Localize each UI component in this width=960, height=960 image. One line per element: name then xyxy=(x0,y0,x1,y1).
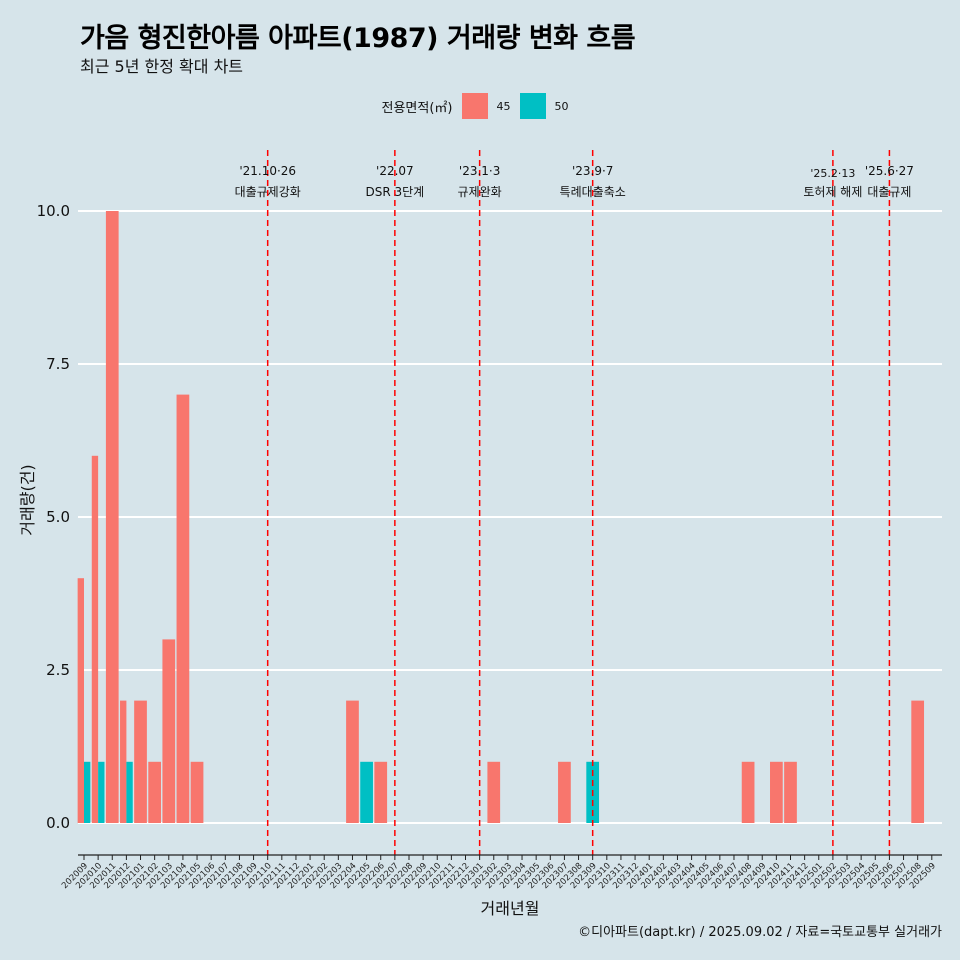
bar-45-202103 xyxy=(162,639,176,823)
bar-45-202411 xyxy=(784,761,797,823)
event-date-label: '23.1·3 xyxy=(459,164,500,178)
bar-45-202104 xyxy=(176,394,190,823)
y-tick-label: 10.0 xyxy=(37,202,70,220)
legend: 전용면적(㎡) 45 50 xyxy=(0,93,960,119)
y-tick-label: 5.0 xyxy=(46,508,70,526)
bar-45-202101 xyxy=(134,700,147,823)
bar-45-202204 xyxy=(346,700,359,823)
source-caption: ©디아파트(dapt.kr) / 2025.09.02 / 자료=국토교통부 실… xyxy=(578,925,942,940)
x-axis-title: 거래년월 xyxy=(481,899,540,918)
event-desc-label: 대출규제 xyxy=(867,185,911,199)
event-desc-label: 특례대출축소 xyxy=(560,185,626,199)
event-desc-label: DSR 3단계 xyxy=(365,185,424,199)
bar-45-202508 xyxy=(911,700,925,823)
bar-45-202010 xyxy=(91,455,99,823)
bar-45-202009 xyxy=(77,578,84,823)
bar-45-202408 xyxy=(741,761,755,823)
bar-45-202102 xyxy=(148,761,162,823)
bar-45-202206 xyxy=(374,761,388,823)
event-date-label: '21.10·26 xyxy=(239,164,296,178)
bar-45-202105 xyxy=(190,761,204,823)
bar-50-202012 xyxy=(126,761,133,823)
event-desc-label: 규제완화 xyxy=(458,185,502,199)
chart-title: 가음 형진한아름 아파트(1987) 거래량 변화 흐름 xyxy=(80,23,636,54)
bar-45-202012 xyxy=(120,700,127,823)
bar-50-202009 xyxy=(84,761,91,823)
event-date-label: '23.9·7 xyxy=(572,164,613,178)
chart-subtitle: 최근 5년 한정 확대 차트 xyxy=(80,57,244,76)
legend-label-45: 45 xyxy=(496,99,511,113)
bar-50-202010 xyxy=(98,761,105,823)
event-date-label: '22.07 xyxy=(376,164,414,178)
event-date-label: '25.6·27 xyxy=(865,164,914,178)
y-axis-title: 거래량(건) xyxy=(18,464,37,535)
bar-45-202011 xyxy=(105,211,119,823)
legend-title: 전용면적(㎡) xyxy=(381,100,453,116)
legend-swatch-50 xyxy=(520,93,547,119)
y-tick-label: 7.5 xyxy=(46,355,70,373)
event-desc-label: 대출규제강화 xyxy=(235,185,301,199)
bar-50-202205 xyxy=(360,761,373,823)
legend-label-50: 50 xyxy=(554,99,569,113)
event-desc-label: 토허제 해제 xyxy=(803,185,862,199)
y-tick-label: 2.5 xyxy=(46,661,70,679)
y-tick-label: 0.0 xyxy=(46,814,70,832)
event-date-label: '25.2·13 xyxy=(810,167,855,180)
legend-swatch-45 xyxy=(462,93,489,119)
bar-45-202302 xyxy=(487,761,501,823)
bar-45-202410 xyxy=(770,761,783,823)
bar-45-202307 xyxy=(558,761,571,823)
